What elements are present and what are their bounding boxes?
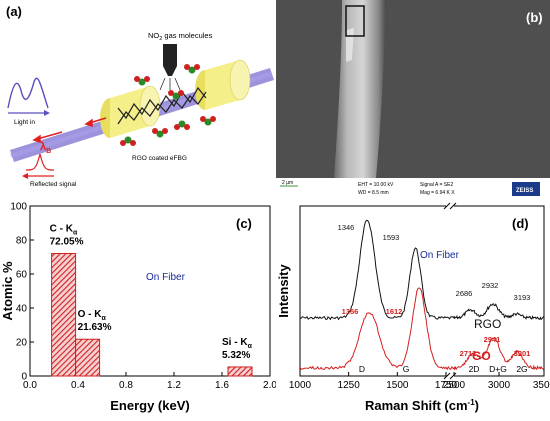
bar-element-label: C - Kα <box>50 224 78 237</box>
panel-c-label: (c) <box>236 216 252 231</box>
spectrum-line-rgo <box>299 219 456 321</box>
bar <box>51 253 77 377</box>
light-in-label: Light in <box>14 119 35 126</box>
band-label: 2D <box>469 364 480 374</box>
x-tick-label: 1250 <box>338 380 361 391</box>
y-tick-label: 40 <box>16 304 28 315</box>
gas-molecules <box>120 64 216 146</box>
panel-d-label: (d) <box>512 216 529 231</box>
raman-line-chart: (d) On Fiber Intensity Raman Shift (cm-1… <box>276 200 550 413</box>
bar <box>75 338 101 377</box>
peak-label: 1593 <box>383 233 400 242</box>
y-tick-label: 80 <box>16 236 28 247</box>
peak-label: 1346 <box>338 223 355 232</box>
panel-b-label: (b) <box>526 10 543 25</box>
gas-label: NO2 gas molecules <box>148 31 213 42</box>
fiber-cylinders <box>100 59 251 138</box>
svg-text:ZEISS: ZEISS <box>516 188 533 194</box>
y-axis-label: Intensity <box>276 264 291 318</box>
sem-info-bar <box>276 178 550 200</box>
rgo-coating <box>117 86 207 125</box>
panel-a-label: (a) <box>6 4 22 19</box>
x-tick-label: 2.0 <box>263 380 276 391</box>
band-label: D+G <box>489 364 507 374</box>
x-tick-label: 0.0 <box>23 380 37 391</box>
y-tick-label: 20 <box>16 338 28 349</box>
x-tick-label: 1000 <box>289 380 312 391</box>
x-tick-label: 1500 <box>386 380 409 391</box>
x-tick-label: 3000 <box>488 380 511 391</box>
fiber-image <box>334 0 386 178</box>
x-tick-label: 0.4 <box>71 380 85 391</box>
x-tick-label: 1.6 <box>215 380 229 391</box>
series-label-rgo: RGO <box>474 317 501 331</box>
sem-signal: Signal A = SE2 <box>420 182 453 188</box>
axis-break <box>443 200 457 382</box>
reflected-spectrum <box>25 153 55 171</box>
x-tick-label: 1750 <box>435 380 458 391</box>
plot-frame <box>29 205 271 377</box>
band-label: D <box>359 364 365 374</box>
x-tick-label: 1.2 <box>167 380 181 391</box>
spectrum-line-rgo <box>453 303 545 321</box>
peak-label: 2932 <box>482 281 499 290</box>
spectrum-line-go <box>299 287 456 371</box>
spectrum-line-go <box>453 337 545 371</box>
sem-wd: WD = 8.5 mm <box>358 190 389 196</box>
bar-element-label: Si - Kα <box>222 337 253 350</box>
peak-label: 2712 <box>460 349 477 358</box>
schematic-diagram: (a) NO2 gas molecules <box>6 4 274 188</box>
edx-panel: (c) On Fiber Energy (keV) Atomic % 0.0 0.… <box>0 200 277 416</box>
raman-panel: (d) On Fiber Intensity Raman Shift (cm-1… <box>276 200 550 416</box>
bar-element-label: O - Kα <box>78 309 107 322</box>
x-axis-label: Raman Shift (cm-1) <box>365 398 479 413</box>
y-tick-label: 0 <box>21 372 27 383</box>
peak-label: 3193 <box>514 293 531 302</box>
zoom-box <box>345 5 365 37</box>
sem-eht: EHT = 10.00 kV <box>358 182 394 188</box>
edx-bar-chart: (c) On Fiber Energy (keV) Atomic % 0.0 0.… <box>0 202 277 414</box>
sem-mag: Mag = 6.94 K X <box>420 190 455 196</box>
on-fiber-label: On Fiber <box>420 250 460 261</box>
x-tick-label: 2500 <box>443 380 466 391</box>
sem-image: (b) 2 µm EHT = 10.00 kV WD = 8.5 mm Sign… <box>276 0 550 200</box>
lambda-b-label: λB <box>40 141 51 155</box>
on-fiber-label: On Fiber <box>146 272 186 283</box>
schematic-panel: (a) NO2 gas molecules <box>0 0 276 200</box>
gas-source <box>163 44 177 66</box>
bar-value-label: 72.05% <box>50 237 84 248</box>
peak-label: 3201 <box>514 349 531 358</box>
peak-label: 1356 <box>342 307 359 316</box>
zeiss-logo <box>512 182 540 196</box>
x-tick-label: 3500 <box>533 380 550 391</box>
bar-value-label: 5.32% <box>222 350 250 361</box>
peak-label: 2941 <box>484 335 501 344</box>
series-label-go: GO <box>472 349 491 363</box>
y-tick-label: 100 <box>10 202 27 213</box>
x-tick-label: 0.8 <box>119 380 133 391</box>
light-in-spectrum <box>7 77 49 109</box>
y-axis-label: Atomic % <box>0 261 15 321</box>
bar-value-label: 21.63% <box>78 322 112 333</box>
band-label: G <box>403 364 410 374</box>
peak-label: 1612 <box>386 307 403 316</box>
y-tick-label: 60 <box>16 270 28 281</box>
reflected-signal-label: Reflected signal <box>30 181 77 188</box>
bar <box>227 366 253 377</box>
sem-panel: (b) 2 µm EHT = 10.00 kV WD = 8.5 mm Sign… <box>276 0 550 200</box>
plot-frame <box>299 205 545 377</box>
coated-label: RGO coated eFBG <box>132 155 187 162</box>
peak-label: 2686 <box>456 289 473 298</box>
band-label: 2G <box>516 364 527 374</box>
scale-bar-label: 2 µm <box>282 180 293 186</box>
x-axis-label: Energy (keV) <box>110 398 189 413</box>
reflection-arrows <box>32 117 107 144</box>
